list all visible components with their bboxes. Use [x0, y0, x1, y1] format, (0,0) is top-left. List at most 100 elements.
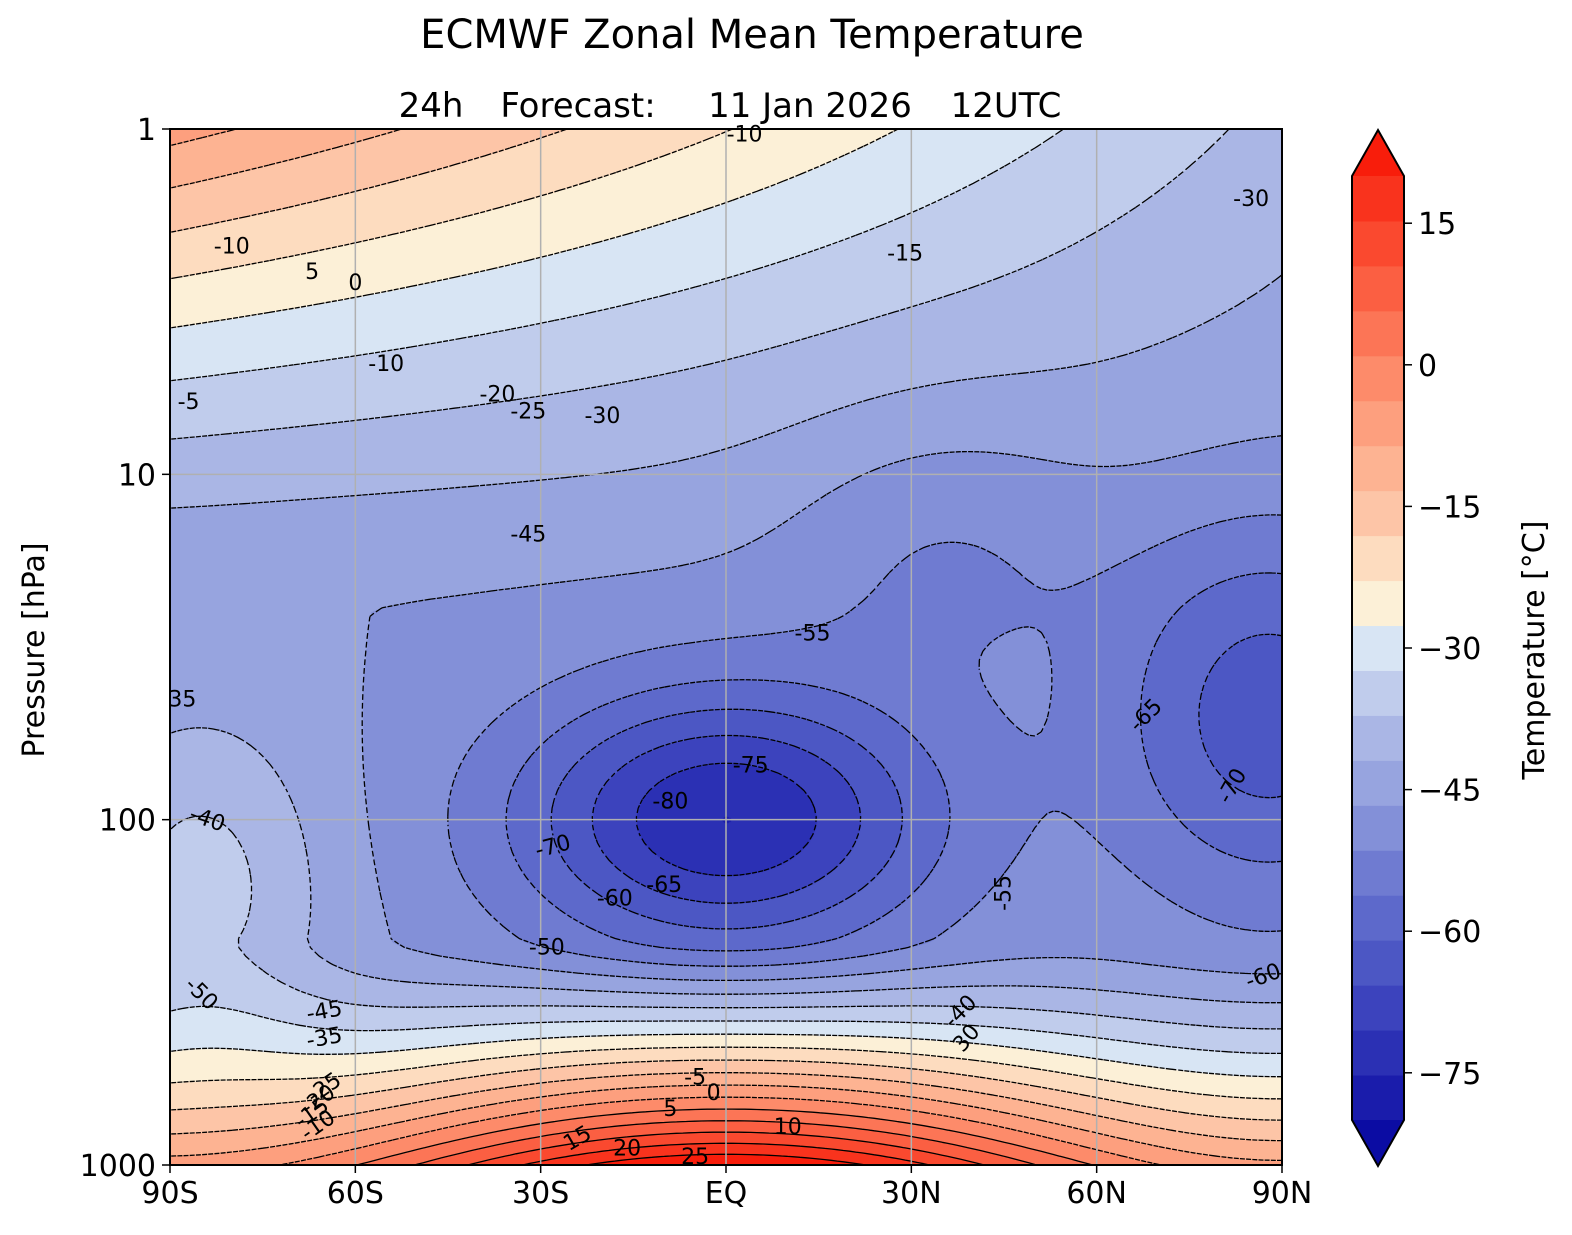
- contour-label: 25: [681, 1145, 709, 1170]
- colorbar-label: Temperature [°C]: [1517, 521, 1552, 781]
- colorbar-segment: [1352, 625, 1404, 671]
- colorbar-extend-max: [1352, 130, 1404, 176]
- contour-lines: [170, 129, 1282, 1165]
- contour-label: -45: [510, 523, 546, 548]
- contour-label: -30: [584, 404, 620, 429]
- x-tick-label: 60N: [1066, 1176, 1127, 1211]
- contour-label: -25: [510, 400, 546, 425]
- contour-line: [170, 129, 1282, 1078]
- y-axis-label: Pressure [hPa]: [17, 542, 52, 757]
- colorbar-segment: [1352, 760, 1404, 806]
- contour-label: 20: [613, 1137, 641, 1162]
- contour-label: 5: [305, 260, 319, 285]
- contour-label: -5: [684, 1066, 706, 1091]
- colorbar-segment: [1352, 355, 1404, 402]
- x-tick-label: 90N: [1252, 1176, 1313, 1211]
- colorbar-tick-label: −75: [1418, 1057, 1481, 1092]
- contour-label: -45: [305, 996, 345, 1027]
- colorbar-segment: [1352, 895, 1404, 941]
- colorbar-segment: [1352, 310, 1404, 357]
- x-tick-label: 90S: [141, 1176, 198, 1211]
- contour-line: [361, 435, 1282, 982]
- contour-label: 0: [348, 271, 362, 296]
- subtitle-forecast-label: Forecast:: [500, 86, 655, 126]
- colorbar-segments: [1352, 176, 1404, 1121]
- colorbar-segment: [1352, 850, 1404, 896]
- colorbar: −75 −60 −45 −30 −15 0 15 Temperature [°C]: [1351, 127, 1552, 1169]
- grid-lines: [170, 129, 1282, 1165]
- chart-title-group: ECMWF Zonal Mean Temperature 24h Forecas…: [399, 12, 1084, 126]
- y-axis: 1 10 100 1000: [80, 113, 170, 1184]
- contour-label: -55: [795, 622, 831, 647]
- colorbar-extend-min: [1352, 1120, 1404, 1166]
- subtitle-time: 12UTC: [951, 86, 1062, 126]
- contour-label: -10: [368, 352, 404, 377]
- contour-line: [447, 514, 1282, 967]
- contour-label: -30: [1233, 187, 1269, 212]
- colorbar-segment: [1352, 176, 1404, 222]
- x-tick-label: 30N: [881, 1176, 942, 1211]
- y-tick-label: 100: [99, 804, 156, 839]
- subtitle-lead: 24h: [399, 86, 464, 126]
- contour-line: [170, 129, 1282, 1100]
- y-tick-label: 1000: [80, 1149, 156, 1184]
- contour-line: [635, 762, 817, 877]
- contour-line: [356, 1108, 1093, 1165]
- colorbar-segment: [1352, 1030, 1404, 1076]
- colorbar-tick-label: −45: [1418, 774, 1481, 809]
- colorbar-segment: [1352, 265, 1404, 312]
- colorbar-segment: [1352, 670, 1404, 716]
- colorbar-segment: [1352, 985, 1404, 1031]
- contour-label: -75: [733, 754, 769, 779]
- contour-line: [279, 1096, 1162, 1165]
- colorbar-segment: [1352, 580, 1404, 627]
- x-tick-label: 30S: [512, 1176, 569, 1211]
- contour-label: 35: [168, 687, 196, 712]
- contour-line: [170, 129, 1282, 1055]
- contour-label: -5: [178, 390, 200, 415]
- x-tick-label: EQ: [705, 1176, 748, 1211]
- colorbar-tick-label: −15: [1418, 490, 1481, 525]
- colorbar-tick-label: −60: [1418, 915, 1481, 950]
- chart-title: ECMWF Zonal Mean Temperature: [420, 12, 1084, 58]
- y-tick-label: 1: [137, 113, 156, 148]
- colorbar-segment: [1352, 400, 1404, 447]
- contour-label: 10: [774, 1115, 802, 1140]
- contour-label: -10: [214, 235, 250, 260]
- colorbar-segment: [1352, 805, 1404, 851]
- subtitle-date: 11 Jan 2026: [708, 86, 912, 126]
- contour-line: [170, 129, 1282, 1030]
- contour-line: [591, 734, 862, 904]
- y-tick-label: 10: [118, 458, 156, 493]
- x-tick-label: 60S: [327, 1176, 384, 1211]
- contour-label: 0: [707, 1081, 721, 1106]
- x-axis: 90S 60S 30S EQ 30N 60N 90N: [141, 1165, 1312, 1211]
- colorbar-segment: [1352, 1075, 1404, 1121]
- colorbar-tick-label: −30: [1418, 632, 1481, 667]
- colorbar-tick-label: 0: [1418, 349, 1437, 384]
- colorbar-ticks: −75 −60 −45 −30 −15 0 15: [1404, 207, 1481, 1092]
- contour-line: [586, 1153, 866, 1165]
- contour-label: -50: [529, 935, 565, 960]
- contour-line: [170, 129, 1282, 1121]
- contour-label: -65: [646, 873, 682, 898]
- colorbar-segment: [1352, 490, 1404, 537]
- contour-line: [467, 1131, 985, 1165]
- colorbar-tick-label: 15: [1418, 207, 1456, 242]
- contour-label: -15: [887, 241, 923, 266]
- contour-label: -55: [992, 875, 1017, 911]
- contour-label: -80: [652, 790, 688, 815]
- contour-line: [170, 129, 1282, 1162]
- colorbar-segment: [1352, 715, 1404, 761]
- contour-line: [505, 572, 1282, 952]
- contour-line: [170, 274, 1282, 1004]
- contour-line: [550, 633, 1282, 930]
- contour-label: -60: [597, 887, 633, 912]
- colorbar-segment: [1352, 445, 1404, 492]
- colorbar-segment: [1352, 940, 1404, 986]
- colorbar-segment: [1352, 535, 1404, 582]
- contour-label: 5: [663, 1097, 677, 1122]
- contour-label: -35: [305, 1023, 345, 1054]
